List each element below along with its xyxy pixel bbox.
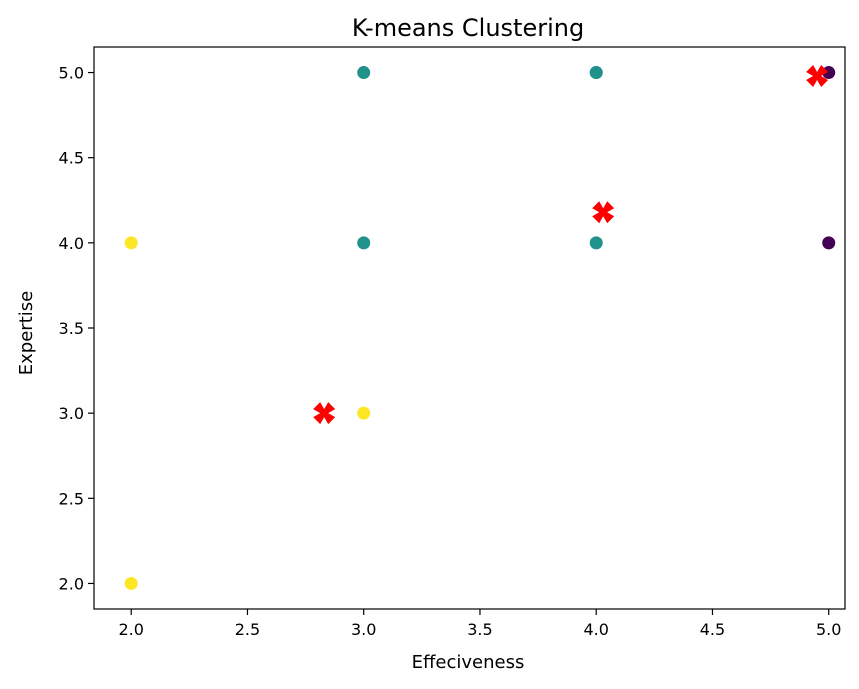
y-tick-label: 3.0	[59, 404, 84, 423]
data-point	[357, 406, 371, 420]
data-point	[124, 236, 138, 250]
x-tick-label: 3.0	[351, 620, 376, 639]
x-axis: 2.0 2.5 3.0 3.5 4.0 4.5 5.0	[118, 609, 841, 639]
data-point	[124, 576, 138, 590]
y-tick-label: 4.0	[59, 234, 84, 253]
chart-title: K-means Clustering	[352, 14, 584, 42]
y-tick-label: 2.0	[59, 574, 84, 593]
y-axis: 2.0 2.5 3.0 3.5 4.0 4.5 5.0	[59, 64, 94, 593]
data-point	[357, 66, 371, 80]
data-point	[357, 236, 371, 250]
data-point	[822, 66, 836, 80]
centroid-marker	[592, 201, 615, 224]
x-axis-label: Effeciveness	[412, 652, 525, 673]
data-point	[589, 66, 603, 80]
centroid-marker	[806, 64, 829, 87]
y-tick-label: 3.5	[59, 319, 84, 338]
x-tick-label: 3.5	[467, 620, 492, 639]
x-tick-label: 2.5	[235, 620, 260, 639]
centroid-marker	[313, 402, 336, 425]
y-tick-label: 2.5	[59, 489, 84, 508]
centroids	[313, 64, 829, 425]
x-tick-label: 4.0	[583, 620, 608, 639]
data-point	[822, 236, 836, 250]
y-tick-label: 4.5	[59, 149, 84, 168]
x-tick-label: 5.0	[816, 620, 841, 639]
x-tick-label: 2.0	[118, 620, 143, 639]
plot-area	[93, 46, 846, 610]
data-point	[589, 236, 603, 250]
y-axis-label: Expertise	[16, 291, 37, 375]
data-points	[124, 66, 836, 590]
y-tick-label: 5.0	[59, 64, 84, 83]
x-tick-label: 4.5	[700, 620, 725, 639]
